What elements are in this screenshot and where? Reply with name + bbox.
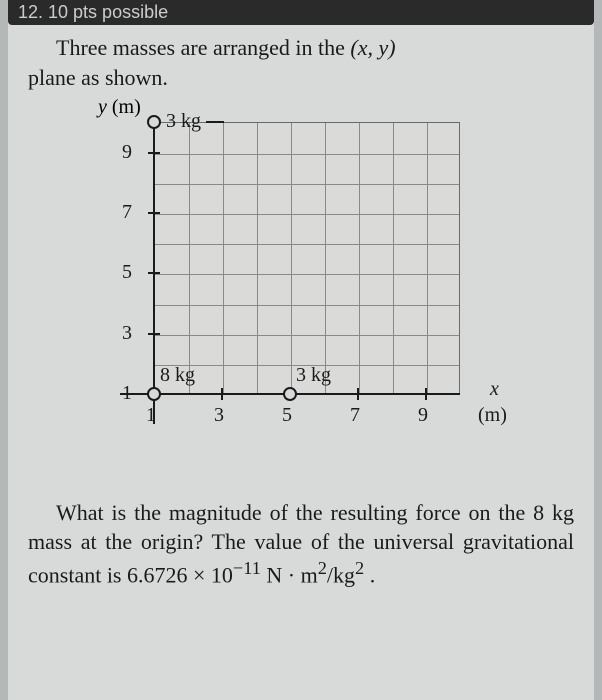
- x-axis-unit: (m): [478, 404, 507, 427]
- label-leader-line: [206, 121, 224, 123]
- mass-point: [283, 387, 297, 401]
- x-tick-label: 5: [282, 404, 292, 427]
- x-axis-title: x: [490, 378, 499, 401]
- y-axis-var: y: [98, 96, 107, 118]
- grid-line-vertical: [359, 123, 360, 393]
- y-axis-title: y (m): [98, 96, 141, 119]
- mass-label: 8 kg: [160, 364, 195, 387]
- x-tick-label: 1: [146, 404, 156, 427]
- grid-line-vertical: [325, 123, 326, 393]
- x-tick: [357, 388, 359, 400]
- y-tick: [148, 333, 160, 335]
- y-tick-label: 1: [122, 382, 132, 405]
- question-header: 12. 10 pts possible: [8, 0, 594, 25]
- x-tick: [425, 388, 427, 400]
- grid-line-horizontal: [155, 244, 459, 245]
- y-tick-label: 9: [122, 141, 132, 164]
- grid-line-horizontal: [155, 214, 459, 215]
- grid-line-horizontal: [155, 335, 459, 336]
- grid-line-vertical: [393, 123, 394, 393]
- intro-paragraph: Three masses are arranged in the (x, y): [28, 33, 574, 63]
- grid-line-vertical: [257, 123, 258, 393]
- x-tick-label: 3: [214, 404, 224, 427]
- x-tick: [221, 388, 223, 400]
- mass-point: [147, 115, 161, 129]
- y-tick: [148, 212, 160, 214]
- intro-line2: plane as shown.: [28, 63, 574, 93]
- x-tick-label: 7: [350, 404, 360, 427]
- grid-line-horizontal: [155, 154, 459, 155]
- q-part2: N · m: [261, 563, 318, 588]
- grid-line-horizontal: [155, 305, 459, 306]
- y-tick-label: 7: [122, 201, 132, 224]
- grid-line-vertical: [291, 123, 292, 393]
- y-tick-label: 3: [122, 322, 132, 345]
- grid-line-vertical: [223, 123, 224, 393]
- q-part4: .: [364, 563, 375, 588]
- grid-line-horizontal: [155, 274, 459, 275]
- q-sup2: 2: [318, 558, 327, 578]
- plot-area: 1357913579x(m)8 kg3 kg3 kg: [120, 122, 460, 424]
- y-tick-label: 5: [122, 261, 132, 284]
- header-text: 12. 10 pts possible: [18, 2, 168, 22]
- q-exp: −11: [233, 558, 261, 578]
- chart-container: y (m) 1 3 5 7 9 1 3 5 7 9 x (m) 8 kg 3 kg 3 kg: [28, 96, 574, 476]
- x-tick-label: 9: [418, 404, 428, 427]
- grid-line-horizontal: [155, 184, 459, 185]
- q-sup3: 2: [355, 558, 364, 578]
- intro-line1: Three masses are arranged in the: [56, 35, 350, 60]
- mass-label: 3 kg: [296, 364, 331, 387]
- mass-label: 3 kg: [166, 110, 201, 133]
- grid-box: [154, 122, 460, 394]
- intro-coords: (x, y): [350, 35, 395, 60]
- y-tick: [148, 272, 160, 274]
- y-tick: [148, 152, 160, 154]
- mass-point: [147, 387, 161, 401]
- grid-line-vertical: [427, 123, 428, 393]
- question-paragraph: What is the magnitude of the resulting f…: [28, 498, 574, 589]
- page-container: 12. 10 pts possible Three masses are arr…: [8, 0, 594, 700]
- grid-line-vertical: [189, 123, 190, 393]
- q-part3: /kg: [327, 563, 355, 588]
- y-axis-unit: (m): [112, 96, 141, 118]
